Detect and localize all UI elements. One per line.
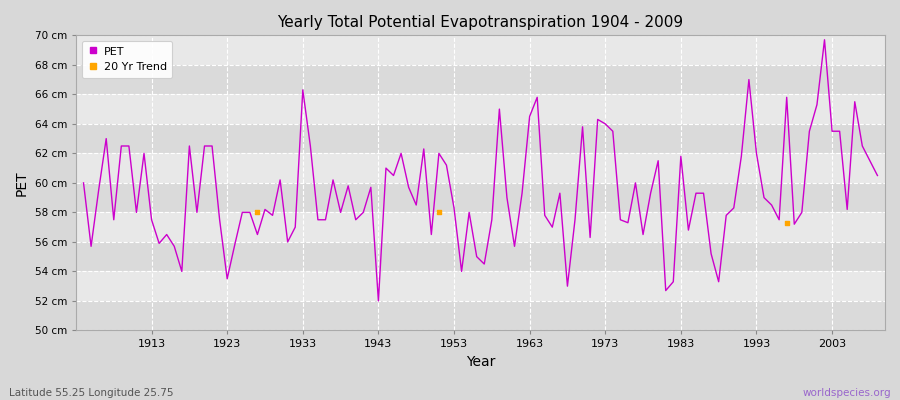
Bar <box>76 183 885 212</box>
Bar <box>76 153 885 183</box>
Text: worldspecies.org: worldspecies.org <box>803 388 891 398</box>
Legend: PET, 20 Yr Trend: PET, 20 Yr Trend <box>82 41 173 78</box>
Y-axis label: PET: PET <box>15 170 29 196</box>
Bar <box>76 35 885 65</box>
Bar <box>76 94 885 124</box>
Point <box>432 209 446 216</box>
Bar <box>76 212 885 242</box>
X-axis label: Year: Year <box>466 355 495 369</box>
Bar <box>76 65 885 94</box>
Bar <box>76 242 885 271</box>
Point <box>779 220 794 226</box>
Text: Latitude 55.25 Longitude 25.75: Latitude 55.25 Longitude 25.75 <box>9 388 174 398</box>
Bar <box>76 124 885 153</box>
Title: Yearly Total Potential Evapotranspiration 1904 - 2009: Yearly Total Potential Evapotranspiratio… <box>277 15 683 30</box>
Point <box>250 209 265 216</box>
Bar <box>76 301 885 330</box>
Bar <box>76 271 885 301</box>
